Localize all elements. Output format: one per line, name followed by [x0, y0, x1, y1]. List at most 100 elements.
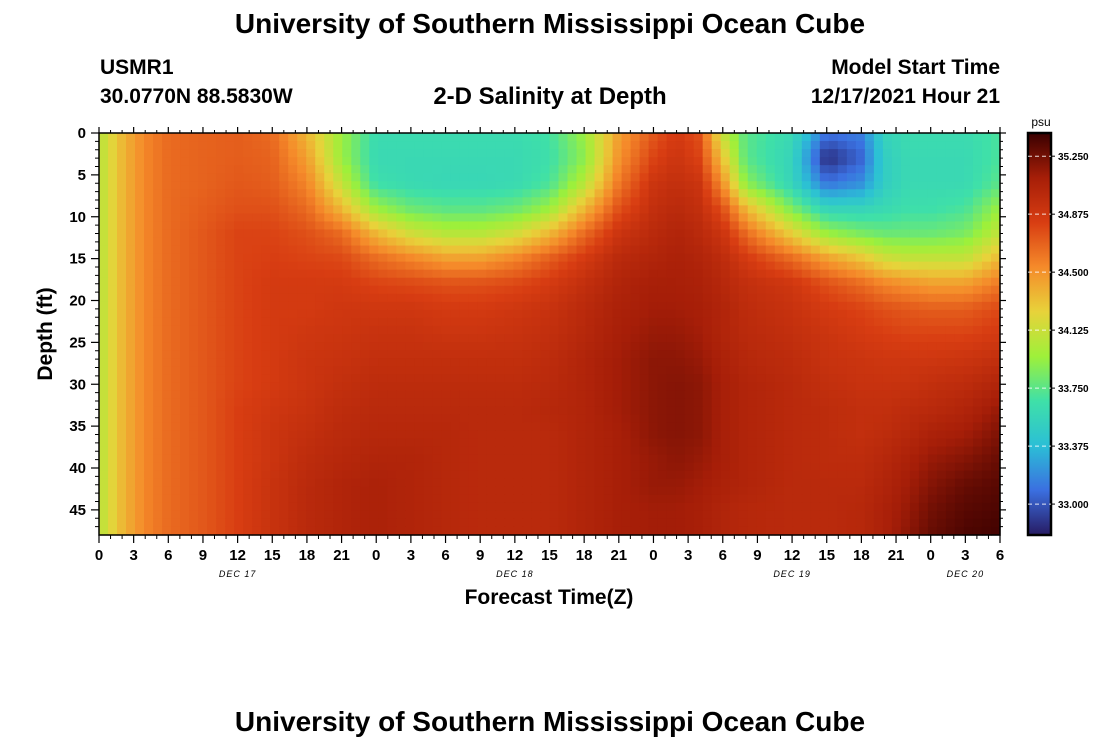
heatmap-cell — [783, 269, 794, 279]
heatmap-cell — [243, 237, 253, 247]
heatmap-cell — [351, 342, 361, 351]
heatmap-cell — [135, 253, 145, 263]
heatmap-cell — [450, 293, 460, 303]
heatmap-cell — [333, 149, 343, 158]
heatmap-cell — [864, 309, 875, 319]
heatmap-cell — [540, 438, 551, 448]
heatmap-cell — [657, 157, 668, 166]
heatmap-cell — [540, 462, 551, 472]
heatmap-cell — [693, 454, 704, 464]
heatmap-cell — [162, 358, 172, 367]
heatmap-cell — [324, 446, 334, 456]
heatmap-cell — [279, 494, 289, 504]
heatmap-cell — [639, 173, 650, 182]
heatmap-cell — [828, 301, 839, 311]
heatmap-cell — [567, 181, 578, 190]
heatmap-cell — [288, 398, 298, 407]
heatmap-cell — [423, 269, 433, 279]
heatmap-cell — [657, 526, 668, 536]
heatmap-cell — [639, 269, 650, 279]
heatmap-cell — [189, 486, 199, 496]
heatmap-cell — [900, 374, 911, 383]
heatmap-cell — [738, 253, 749, 263]
heatmap-cell — [477, 325, 488, 335]
heatmap-cell — [288, 325, 298, 335]
heatmap-cell — [252, 446, 262, 456]
heatmap-cell — [702, 213, 713, 223]
heatmap-cell — [819, 205, 830, 214]
heatmap-cell — [396, 173, 406, 182]
heatmap-cell — [279, 366, 289, 375]
heatmap-cell — [108, 133, 118, 142]
heatmap-cell — [225, 430, 235, 440]
heatmap-cell — [459, 334, 470, 343]
heatmap-cell — [675, 366, 686, 375]
heatmap-cell — [594, 366, 605, 375]
heatmap-cell — [423, 309, 433, 319]
heatmap-cell — [837, 430, 848, 440]
heatmap-cell — [522, 414, 533, 424]
heatmap-cell — [783, 141, 794, 150]
heatmap-cell — [243, 173, 253, 182]
heatmap-cell — [513, 462, 524, 472]
heatmap-cell — [612, 478, 623, 488]
heatmap-cell — [306, 293, 316, 303]
heatmap-cell — [693, 229, 704, 239]
heatmap-cell — [810, 181, 821, 190]
heatmap-cell — [891, 325, 902, 335]
heatmap-cell — [135, 237, 145, 247]
heatmap-cell — [990, 502, 1001, 512]
heatmap-cell — [495, 133, 506, 142]
heatmap-cell — [648, 261, 659, 271]
heatmap-cell — [432, 325, 442, 335]
heatmap-cell — [675, 269, 686, 279]
heatmap-cell — [702, 350, 713, 359]
heatmap-cell — [414, 205, 424, 214]
heatmap-cell — [711, 334, 722, 343]
heatmap-cell — [513, 382, 524, 391]
heatmap-cell — [126, 197, 136, 206]
heatmap-cell — [864, 189, 875, 198]
heatmap-cell — [423, 245, 433, 255]
heatmap-cell — [603, 253, 614, 263]
heatmap-cell — [126, 173, 136, 182]
heatmap-cell — [117, 277, 127, 287]
heatmap-cell — [477, 374, 488, 383]
heatmap-cell — [837, 350, 848, 359]
heatmap-cell — [162, 438, 172, 448]
heatmap-cell — [981, 518, 992, 528]
heatmap-cell — [792, 149, 803, 158]
heatmap-cell — [702, 245, 713, 255]
heatmap-cell — [828, 157, 839, 166]
heatmap-cell — [765, 526, 776, 536]
heatmap-cell — [603, 470, 614, 480]
heatmap-cell — [486, 141, 497, 150]
heatmap-cell — [972, 406, 983, 415]
heatmap-cell — [288, 358, 298, 367]
heatmap-cell — [747, 253, 758, 263]
heatmap-cell — [225, 261, 235, 271]
heatmap-cell — [819, 406, 830, 415]
heatmap-cell — [333, 309, 343, 319]
heatmap-cell — [693, 366, 704, 375]
heatmap-cell — [387, 350, 397, 359]
heatmap-cell — [792, 438, 803, 448]
heatmap-cell — [666, 285, 677, 295]
heatmap-cell — [603, 334, 614, 343]
heatmap-cell — [918, 205, 929, 214]
heatmap-cell — [432, 293, 442, 303]
heatmap-cell — [216, 470, 226, 480]
heatmap-cell — [882, 213, 893, 223]
heatmap-cell — [423, 325, 433, 335]
heatmap-cell — [630, 181, 641, 190]
heatmap-cell — [549, 197, 560, 206]
heatmap-cell — [504, 486, 515, 496]
heatmap-cell — [567, 245, 578, 255]
heatmap-cell — [234, 293, 244, 303]
heatmap-cell — [945, 334, 956, 343]
heatmap-cell — [216, 149, 226, 158]
heatmap-cell — [126, 261, 136, 271]
heatmap-cell — [783, 358, 794, 367]
heatmap-cell — [522, 245, 533, 255]
heatmap-cell — [747, 165, 758, 174]
